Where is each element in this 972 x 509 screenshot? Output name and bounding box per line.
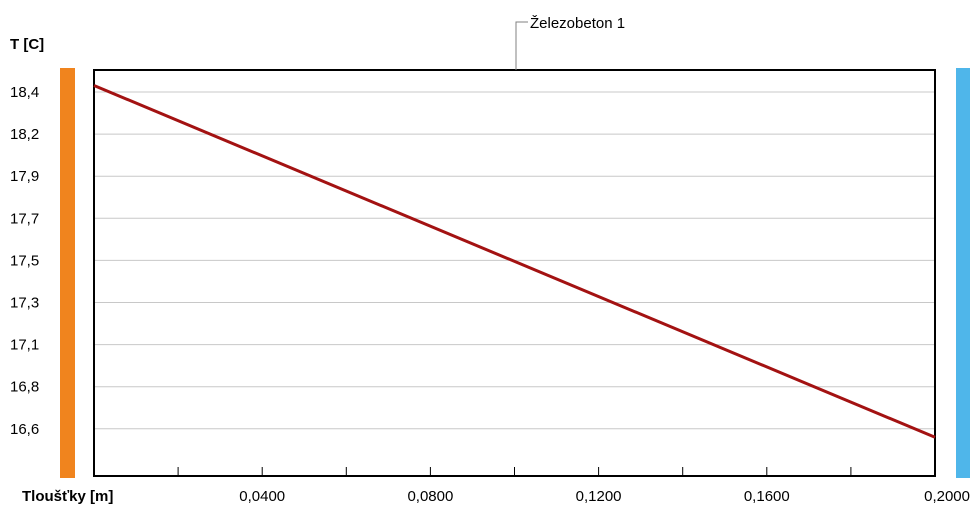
interior-boundary-bar <box>60 68 75 478</box>
x-tick-label: 0,0400 <box>239 488 285 505</box>
x-tick-label: 0,1600 <box>744 488 790 505</box>
legend-leader-line <box>515 21 528 70</box>
y-tick-label: 17,9 <box>10 168 39 185</box>
exterior-boundary-bar <box>956 68 970 478</box>
x-tick-label: 0,0800 <box>407 488 453 505</box>
x-ticks <box>177 467 852 476</box>
series-line-zelezobeton-1 <box>93 84 936 439</box>
y-tick-label: 17,1 <box>10 337 39 354</box>
y-tick-label: 18,2 <box>10 126 39 143</box>
y-tick-labels: 18,4 18,2 17,9 17,7 17,5 17,3 17,1 16,8 16,6 <box>10 84 39 438</box>
x-tick-label: 0,1200 <box>576 488 622 505</box>
y-tick-label: 17,5 <box>10 252 39 269</box>
plot-frame <box>93 69 936 477</box>
y-tick-label: 16,6 <box>10 421 39 438</box>
y-tick-label: 16,8 <box>10 379 39 396</box>
y-tick-label: 17,3 <box>10 295 39 312</box>
legend-label-zelezobeton-1: Železobeton 1 <box>530 15 625 32</box>
y-tick-label: 18,4 <box>10 84 39 101</box>
x-tick-label: 0,2000 <box>924 488 970 505</box>
x-tick-labels: 0,0400 0,0800 0,1200 0,1600 0,2000 <box>239 488 970 505</box>
y-tick-label: 17,7 <box>10 210 39 227</box>
y-axis-title: T [C] <box>10 36 44 53</box>
x-axis-title: Tloušťky [m] <box>22 488 113 505</box>
